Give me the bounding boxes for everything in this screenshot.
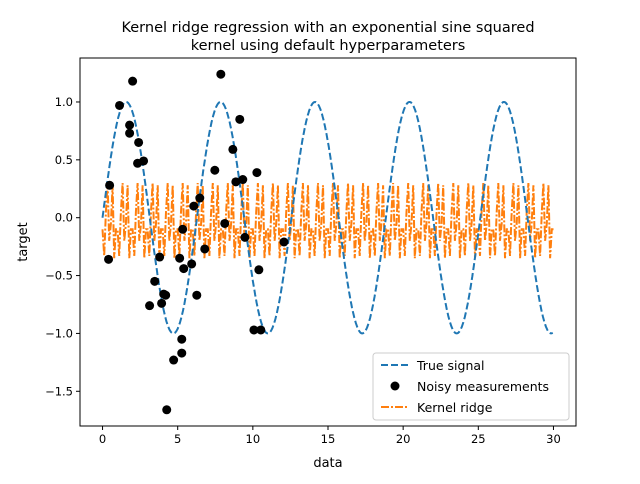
legend-noisy-swatch (390, 381, 400, 391)
noisy-measurement-point (254, 265, 264, 275)
noisy-measurement-point (231, 177, 241, 187)
chart-title-line2: kernel using default hyperparameters (191, 38, 466, 54)
noisy-measurement-point (240, 232, 250, 242)
noisy-measurement-point (200, 244, 210, 254)
x-tick-label: 25 (471, 432, 486, 446)
y-tick-label: 0.5 (55, 153, 73, 167)
noisy-measurement-point (252, 168, 262, 178)
noisy-measurement-point (235, 114, 245, 124)
x-tick-label: 0 (99, 432, 106, 446)
noisy-measurement-point (175, 253, 185, 263)
legend-kernel-ridge: Kernel ridge (417, 400, 493, 415)
legend: True signal Noisy measurements Kernel ri… (372, 352, 570, 421)
legend-noisy-measurements: Noisy measurements (417, 379, 549, 394)
x-axis-label: data (313, 456, 342, 471)
noisy-measurement-point (279, 237, 289, 247)
x-tick-label: 5 (174, 432, 181, 446)
x-tick-label: 15 (321, 432, 336, 446)
noisy-measurement-point (178, 224, 188, 234)
y-axis-label: target (16, 222, 31, 262)
noisy-measurement-point (238, 175, 248, 185)
x-tick-label: 20 (396, 432, 411, 446)
true-signal-line (101, 100, 554, 335)
y-tick-label: −1.0 (45, 326, 73, 340)
noisy-measurement-point (139, 156, 149, 166)
y-tick-label: 1.0 (55, 95, 73, 109)
noisy-measurement-point (161, 290, 171, 300)
x-tick-label: 10 (246, 432, 261, 446)
noisy-measurement-point (145, 301, 155, 311)
y-tick-label: 0.0 (55, 211, 73, 225)
y-tick-label: −0.5 (45, 269, 73, 283)
noisy-measurement-point (162, 405, 172, 415)
noisy-measurement-point (104, 254, 114, 264)
noisy-measurement-point (155, 252, 165, 262)
noisy-measurement-point (249, 325, 259, 335)
noisy-measurement-point (157, 298, 167, 308)
legend-frame (372, 352, 570, 421)
noisy-measurement-point (169, 355, 179, 365)
noisy-measurement-point (115, 100, 125, 110)
noisy-measurement-point (192, 290, 202, 300)
noisy-measurement-point (228, 144, 238, 154)
y-tick-label: −1.5 (45, 384, 73, 398)
x-tick-label: 30 (546, 432, 561, 446)
noisy-measurement-point (210, 165, 220, 175)
noisy-measurement-point (105, 180, 115, 190)
noisy-measurement-point (128, 76, 138, 86)
noisy-measurement-point (125, 128, 135, 138)
chart-title-line1: Kernel ridge regression with an exponent… (121, 20, 534, 36)
noisy-measurement-point (187, 259, 197, 269)
noisy-measurement-point (216, 69, 226, 79)
noisy-measurement-point (134, 137, 144, 147)
noisy-measurement-point (256, 325, 266, 335)
noisy-measurement-point (177, 348, 187, 358)
kernel-ridge-line (101, 182, 554, 259)
noisy-measurement-point (195, 193, 205, 203)
noisy-measurement-point (220, 218, 230, 228)
noisy-measurement-point (179, 264, 189, 274)
ticks: 0 5 10 15 20 25 30 −1.5 −1.0 −0.5 0.0 0.5 1.0 (45, 95, 561, 446)
noisy-measurement-point (177, 334, 187, 344)
noisy-measurement-point (150, 276, 160, 286)
plot-area (101, 69, 554, 415)
noisy-measurement-point (189, 201, 199, 211)
legend-true-signal: True signal (416, 358, 485, 373)
noisy-measurement-point (125, 120, 135, 130)
